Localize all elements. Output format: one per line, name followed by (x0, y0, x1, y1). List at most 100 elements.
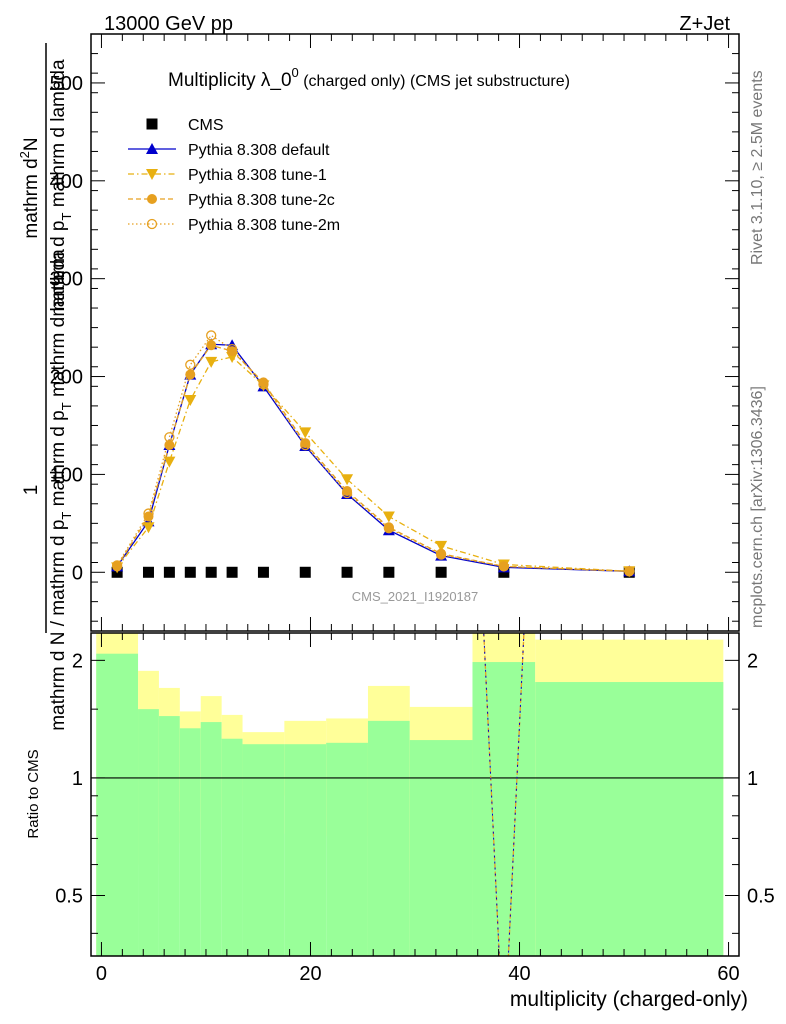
data-point (226, 343, 238, 355)
main-y-axis-label: mathrm d2N mathrm d pT mathrm d lambda 1… (17, 43, 74, 731)
data-point (142, 566, 154, 578)
ylabel-prefix-denominator: mathrm d N / mathrm d pT mathrm d pT mat… (48, 249, 74, 731)
inner-uncertainty-band (535, 682, 724, 956)
data-point (111, 560, 123, 571)
data-point (498, 561, 509, 572)
data-point (185, 359, 196, 370)
inner-uncertainty-band (242, 744, 285, 956)
ratio-y-tick-label: 2 (72, 650, 83, 672)
data-point (341, 474, 354, 486)
inner-uncertainty-band (221, 738, 243, 956)
data-point (184, 395, 197, 407)
series-line (116, 356, 630, 572)
data-point (226, 566, 238, 578)
process-label: Z+Jet (679, 13, 730, 35)
legend: CMS Pythia 8.308 default Pythia 8.308 tune… (128, 117, 340, 234)
legend-label: Pythia 8.308 tune-1 (188, 167, 327, 184)
main-series (111, 330, 636, 578)
y-tick-label: 400 (50, 171, 83, 193)
legend-entry-3: Pythia 8.308 tune-2c (128, 192, 335, 209)
y-tick-label: 200 (50, 367, 83, 389)
legend-entry-1: Pythia 8.308 default (128, 142, 330, 159)
data-point (383, 523, 395, 534)
inner-uncertainty-band (158, 716, 180, 956)
inner-uncertainty-band (284, 744, 327, 956)
ratio-y-tick-label-right: 1 (747, 768, 758, 790)
data-point (142, 522, 155, 534)
ratio-y-tick-label: 1 (72, 768, 83, 790)
x-tick-label: 20 (299, 963, 321, 985)
data-point (624, 566, 635, 577)
data-point (299, 427, 312, 439)
ratio-y-tick-label-right: 0.5 (747, 886, 775, 908)
data-point (383, 566, 395, 578)
data-point (206, 340, 217, 351)
data-point (258, 379, 269, 390)
data-point (299, 566, 311, 578)
series-line (116, 334, 630, 572)
inner-uncertainty-band (409, 740, 473, 956)
inner-uncertainty-band (367, 720, 410, 956)
ratio-curves (483, 633, 525, 956)
ratio-y-tick-label: 0.5 (55, 886, 83, 908)
data-point (435, 540, 448, 552)
data-point (206, 330, 217, 341)
legend-entry-2: Pythia 8.308 tune-1 (128, 167, 327, 184)
ratio-ticks: 0.5 0.51 12 20 20 40 60 (55, 633, 775, 985)
ylabel-prefix-one: 1 (21, 485, 42, 496)
y-tick-label: 500 (50, 73, 83, 95)
data-point (185, 369, 196, 380)
ratio-y-axis-label: Ratio to CMS (25, 749, 42, 838)
legend-label: Pythia 8.308 tune-2m (188, 217, 340, 234)
inner-uncertainty-band (326, 742, 368, 956)
data-point (205, 356, 218, 368)
mcplots-reference-label: mcplots.cern.ch [arXiv:1306.3436] (749, 386, 766, 628)
inner-uncertainty-band (138, 709, 159, 956)
analysis-watermark: CMS_2021_I1920187 (352, 589, 479, 604)
y-tick-label: 300 (50, 269, 83, 291)
plot-title: Multiplicity λ_00 (charged only) (CMS je… (168, 65, 570, 91)
y-tick-label: 100 (50, 464, 83, 486)
x-tick-label: 0 (96, 963, 107, 985)
data-point (164, 432, 175, 443)
inner-uncertainty-band (179, 728, 201, 956)
ratio-y-tick-label-right: 2 (747, 650, 758, 672)
x-axis-label: multiplicity (charged-only) (510, 988, 748, 1011)
data-point (143, 508, 154, 519)
x-tick-label: 60 (717, 963, 739, 985)
data-point (498, 561, 509, 572)
y-tick-label: 0 (72, 562, 83, 584)
main-plot: 0 100 200 300 400 500 CMS_2021_I1920187 Multi… (50, 33, 740, 632)
energy-label: 13000 GeV pp (104, 13, 233, 35)
data-point (257, 566, 269, 578)
legend-entry-4: Pythia 8.308 tune-2m (128, 217, 340, 234)
ylabel-numerator: mathrm d2N (17, 137, 42, 238)
data-point (435, 549, 447, 560)
series-2 (111, 351, 636, 578)
legend-marker (146, 118, 158, 130)
data-point (163, 566, 175, 578)
legend-marker (146, 218, 158, 230)
legend-label: CMS (188, 117, 224, 134)
data-point (205, 566, 217, 578)
data-point (382, 511, 395, 523)
ratio-line-default (483, 633, 525, 956)
data-point (143, 511, 154, 522)
legend-label: Pythia 8.308 tune-2c (188, 192, 335, 209)
legend-label: Pythia 8.308 default (188, 142, 330, 159)
data-point (300, 439, 311, 451)
main-y-ticks: 0 100 200 300 400 500 (50, 34, 739, 631)
data-point (435, 566, 447, 578)
series-3 (112, 340, 635, 577)
ratio-bands (96, 633, 724, 956)
inner-uncertainty-band (200, 722, 222, 956)
series-4 (111, 330, 635, 577)
legend-entry-0: CMS (146, 117, 224, 134)
ylabel-denominator: mathrm d pT mathrm d lambda (48, 59, 74, 317)
legend-marker (146, 169, 158, 180)
data-point (163, 456, 176, 468)
data-point (341, 487, 353, 499)
inner-uncertainty-band (472, 662, 536, 956)
legend-marker (146, 143, 158, 154)
